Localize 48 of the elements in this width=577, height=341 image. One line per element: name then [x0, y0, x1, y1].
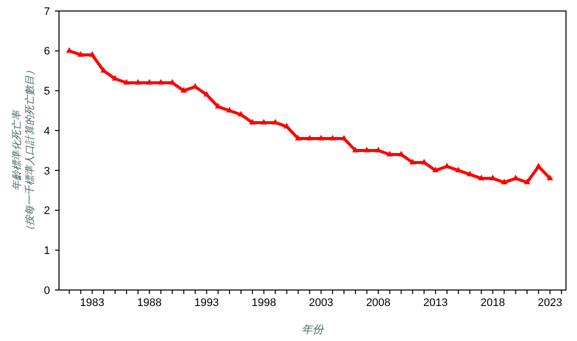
point — [329, 134, 336, 140]
point — [78, 51, 84, 57]
x-tick-label: 2003 — [308, 297, 334, 309]
point — [535, 162, 542, 168]
point — [524, 178, 530, 184]
point — [500, 178, 508, 184]
point — [352, 146, 359, 152]
x-tick-label: 1998 — [252, 297, 276, 309]
point — [158, 79, 164, 85]
point — [364, 146, 370, 152]
point — [340, 134, 348, 140]
point — [409, 158, 416, 164]
y-axis-title: 年齡標準化死亡率（按每一千標準人口計算的死亡數目） — [11, 66, 36, 236]
x-tick-label: 1983 — [80, 297, 104, 309]
point — [318, 134, 324, 140]
point — [123, 79, 130, 85]
point — [294, 134, 302, 140]
point — [284, 122, 290, 128]
point — [306, 134, 313, 140]
x-tick-label: 2013 — [423, 297, 448, 309]
point — [420, 158, 428, 164]
y-tick-label: 5 — [44, 86, 50, 98]
point — [478, 174, 485, 180]
point — [146, 79, 153, 85]
x-tick-label: 2018 — [480, 297, 505, 309]
x-tick-label: 1988 — [137, 297, 162, 309]
y-tick-label: 6 — [44, 46, 50, 58]
y-tick-label: 3 — [44, 165, 50, 178]
point — [203, 90, 210, 97]
x-tick-label: 1993 — [194, 297, 219, 309]
point — [100, 67, 107, 73]
point — [134, 79, 142, 85]
x-tick-label: 2023 — [538, 297, 562, 309]
x-tick-label: 2008 — [366, 297, 391, 309]
point — [249, 118, 256, 124]
y-tick-label: 1 — [44, 244, 50, 257]
x-axis-title: 年份 — [302, 324, 324, 336]
point — [546, 174, 554, 180]
y-tick-label: 4 — [44, 125, 50, 138]
point — [398, 150, 404, 156]
y-tick-label: 7 — [44, 6, 50, 18]
point — [88, 51, 96, 57]
point — [180, 86, 187, 93]
y-tick-label: 2 — [44, 205, 50, 218]
y-tick-label: 0 — [44, 284, 50, 297]
point — [260, 118, 268, 124]
point — [432, 166, 439, 172]
point — [386, 150, 393, 156]
